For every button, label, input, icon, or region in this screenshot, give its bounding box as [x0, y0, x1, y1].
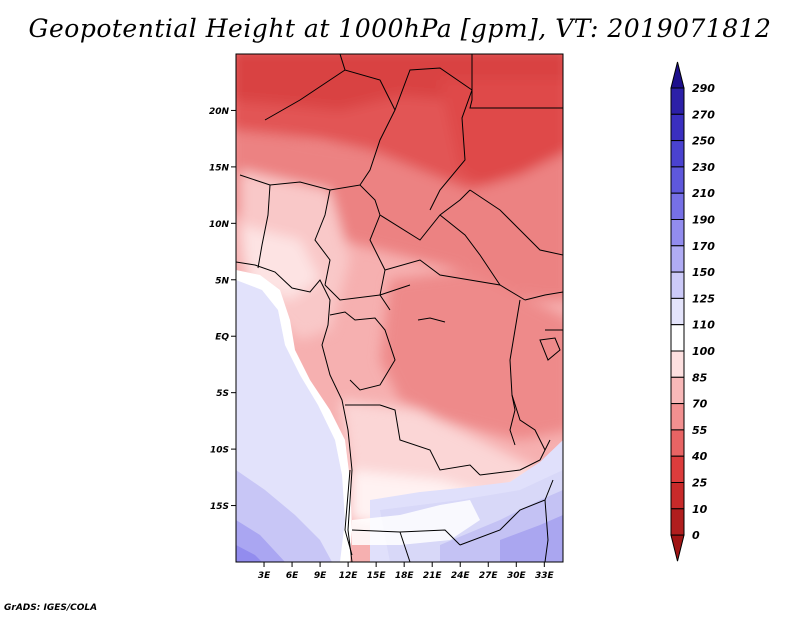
y-tick-label: 5S	[216, 389, 229, 399]
colorbar-top-arrow	[670, 61, 685, 89]
y-tick-label: 5N	[215, 276, 229, 286]
colorbar-label: 25	[692, 477, 708, 490]
coastline	[236, 261, 353, 562]
colorbar-box	[670, 245, 685, 273]
x-tick-label: 12E	[339, 571, 359, 581]
colorbar-label: 250	[692, 135, 715, 148]
colorbar-box	[670, 113, 685, 142]
colorbar-label: 110	[692, 319, 715, 332]
colorbar-label: 230	[692, 161, 715, 174]
colorbar-box	[670, 140, 685, 168]
colorbar-label: 170	[692, 240, 715, 253]
colorbar-box	[670, 508, 685, 536]
height-field	[236, 54, 563, 562]
colorbar-box	[670, 350, 685, 378]
colorbar-box	[670, 219, 685, 247]
x-tick-label: 15E	[367, 571, 387, 581]
chart-title: Geopotential Height at 1000hPa [gpm], VT…	[28, 14, 772, 43]
map-frame	[235, 53, 564, 563]
colorbar-label: 190	[692, 214, 715, 227]
colorbar-label: 0	[692, 529, 700, 542]
colorbar-box	[670, 297, 685, 326]
colorbar-label: 125	[692, 292, 715, 305]
colorbar-label: 270	[692, 108, 715, 121]
colorbar-box	[670, 324, 685, 352]
colorbar-box	[670, 192, 685, 220]
colorbar-bottom-arrow	[670, 534, 685, 562]
colorbar-label: 290	[692, 82, 715, 95]
colorbar-label: 150	[692, 266, 715, 279]
colorbar-box	[670, 455, 685, 484]
colorbar-box	[670, 429, 685, 457]
y-tick-label: 20N	[209, 107, 230, 117]
colorbar-box	[670, 271, 685, 299]
x-tick-label: 6E	[286, 571, 299, 581]
colorbar: 2902702502302101901701501251101008570554…	[670, 61, 715, 562]
x-tick-label: 30E	[507, 571, 527, 581]
y-axis-ticks: 20N 15N 10N 5N EQ 5S 10S 15S	[209, 107, 236, 512]
colorbar-label: 55	[692, 424, 708, 437]
colorbar-box	[670, 166, 685, 194]
colorbar-label: 85	[692, 371, 708, 384]
x-tick-label: 24E	[451, 571, 471, 581]
grads-credit: GrADS: IGES/COLA	[4, 603, 98, 613]
y-tick-label: 10S	[210, 446, 229, 456]
country-borders	[239, 54, 563, 562]
x-tick-label: 3E	[258, 571, 271, 581]
colorbar-box	[670, 376, 685, 405]
y-tick-label: EQ	[215, 333, 229, 343]
colorbar-label: 10	[692, 503, 708, 516]
colorbar-label: 40	[691, 450, 708, 463]
x-tick-label: 18E	[395, 571, 415, 581]
y-tick-label: 15S	[210, 502, 229, 512]
colorbar-box	[670, 87, 685, 115]
x-tick-label: 27E	[479, 571, 499, 581]
x-axis-ticks: 3E 6E 9E 12E 15E 18E 21E 24E 27E 30E 33E	[258, 562, 555, 581]
colorbar-label: 210	[692, 187, 715, 200]
colorbar-box	[670, 482, 685, 510]
y-tick-label: 15N	[209, 163, 230, 173]
y-tick-label: 10N	[209, 220, 230, 230]
colorbar-label: 100	[692, 345, 715, 358]
x-tick-label: 21E	[423, 571, 443, 581]
colorbar-label: 70	[692, 398, 708, 411]
x-tick-label: 33E	[535, 571, 555, 581]
x-tick-label: 9E	[314, 571, 327, 581]
colorbar-box	[670, 403, 685, 431]
